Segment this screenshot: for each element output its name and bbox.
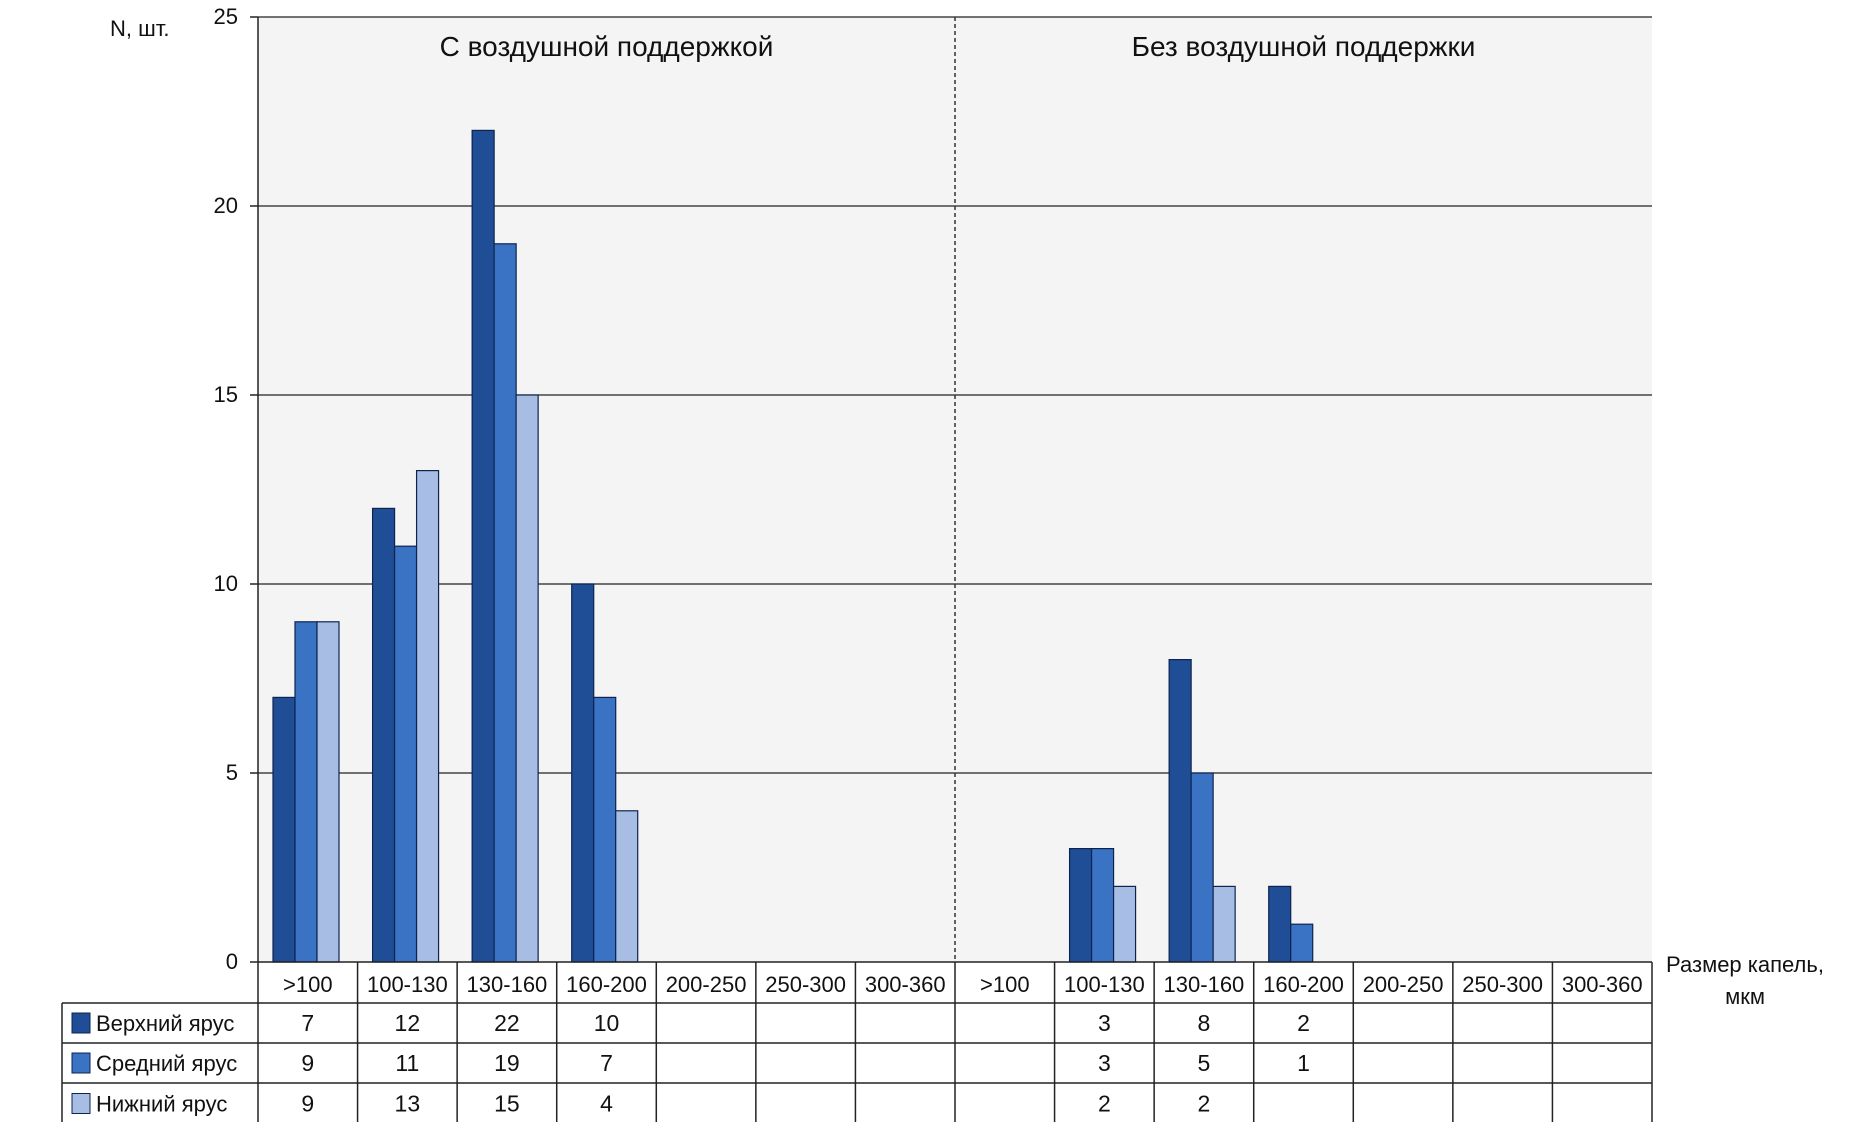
bar [393,545,418,963]
y-tick-label: 10 [214,571,238,596]
data-label: 9 [301,1091,314,1117]
group-title: С воздушной поддержкой [440,31,774,62]
data-label: 5 [1198,1050,1211,1076]
data-label: 3 [1098,1010,1111,1036]
category-label: 300-360 [1562,972,1643,997]
bar [493,243,517,963]
legend-swatch [71,1012,91,1034]
data-label: 1 [1297,1050,1310,1076]
bar [371,507,396,963]
bar [1112,885,1137,963]
bar [1290,923,1314,963]
category-label: >100 [283,972,333,997]
category-label: 200-250 [1363,972,1444,997]
data-label: 15 [494,1091,520,1117]
data-label: 22 [494,1010,520,1036]
bar [1268,885,1292,963]
legend-label: Средний ярус [96,1051,237,1076]
axes [250,16,956,963]
bar [1168,658,1192,963]
category-label: 200-250 [666,972,747,997]
bar [415,470,440,963]
bar [272,696,296,963]
bar [1190,772,1214,963]
data-label: 8 [1198,1010,1211,1036]
data-label: 2 [1297,1010,1310,1036]
category-label: 160-200 [1263,972,1344,997]
data-label: 2 [1198,1091,1211,1117]
category-label: 160-200 [566,972,647,997]
y-tick-label: 25 [214,4,238,29]
category-label: 100-130 [367,972,448,997]
category-label: 250-300 [765,972,846,997]
data-label: 11 [395,1050,419,1076]
bar [515,394,539,963]
y-tick-label: 0 [226,949,238,974]
category-label: 130-160 [467,972,548,997]
data-label: 4 [600,1091,613,1117]
legend-label: Нижний ярус [96,1092,227,1117]
y-tick-label: 20 [214,193,238,218]
y-axis-label: N, шт. [110,16,170,41]
bar [1090,847,1115,963]
group-title: Без воздушной поддержки [1132,31,1476,62]
bar [1068,847,1093,963]
bar [615,810,639,963]
bar [593,696,617,963]
category-label: 130-160 [1164,972,1245,997]
category-label: 250-300 [1462,972,1543,997]
bar [471,129,495,963]
bar [571,583,595,963]
data-label: 10 [594,1010,620,1036]
bar [1212,885,1236,963]
x-axis-label: Размер капель, [1666,952,1824,977]
category-label: 100-130 [1064,972,1145,997]
y-tick-label: 5 [226,760,238,785]
category-label: 300-360 [865,972,946,997]
y-tick-label: 15 [214,382,238,407]
data-label: 13 [395,1091,421,1117]
data-label: 2 [1098,1091,1111,1117]
data-label: 9 [301,1050,314,1076]
data-table [61,961,1653,1122]
bar [294,621,318,963]
legend-swatch [71,1093,91,1114]
legend-swatch [71,1052,91,1074]
data-label: 12 [395,1010,421,1036]
data-label: 7 [600,1050,613,1076]
legend-label: Верхний ярус [96,1011,234,1036]
bar [316,621,340,963]
data-label: 3 [1098,1050,1111,1076]
x-axis-label-unit: мкм [1725,984,1765,1009]
category-label: >100 [980,972,1030,997]
data-label: 19 [494,1050,520,1076]
data-label: 7 [301,1010,314,1036]
